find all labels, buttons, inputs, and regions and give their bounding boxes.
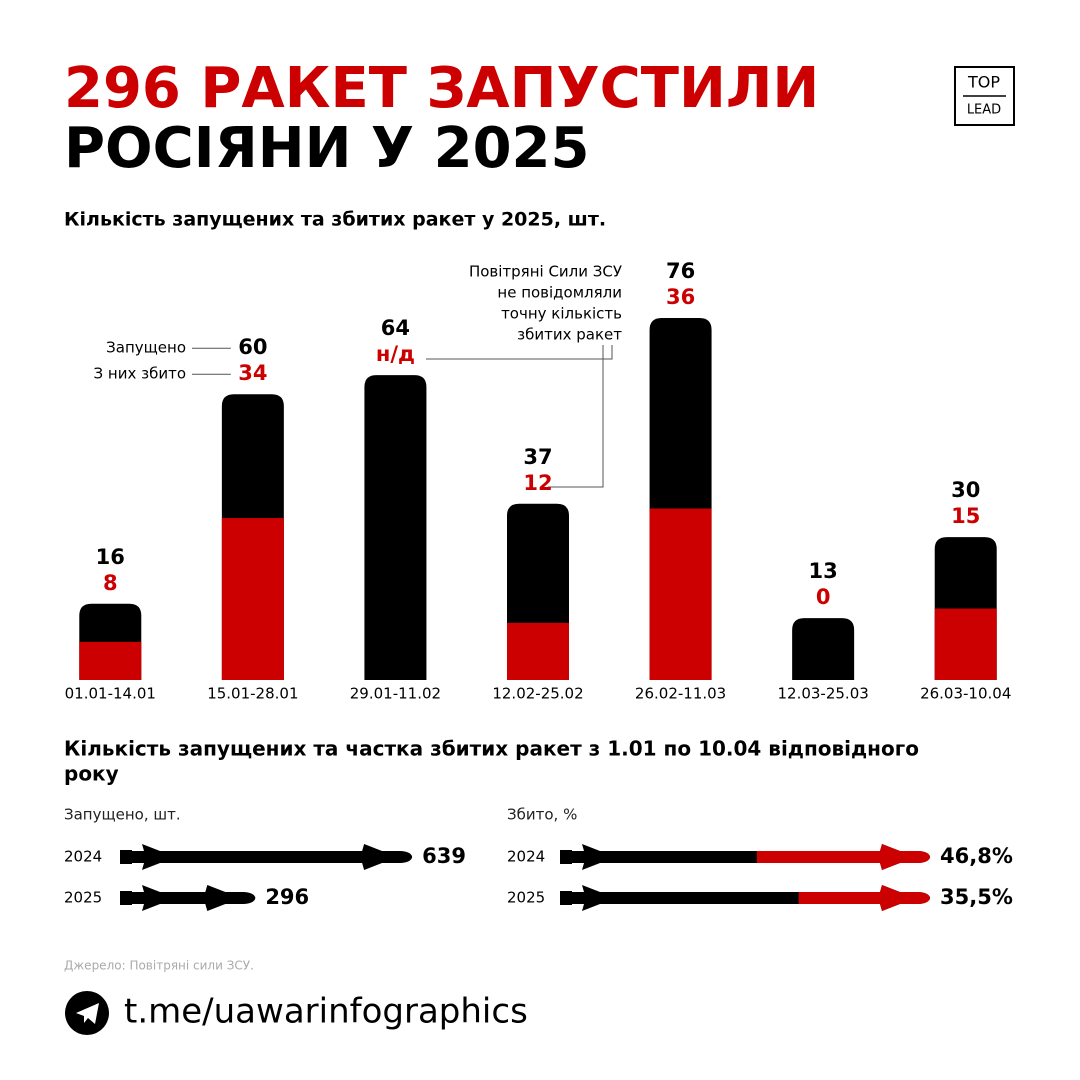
value-label: 60 [238,335,267,359]
row-label: 2025 [64,889,102,907]
title-line: РОСІЯНИ У 2025 [64,116,589,181]
row-label: 2024 [507,848,545,866]
legend-label: З них збито [94,365,186,383]
source: Джерело: Повітряні сили ЗСУ. [64,959,254,973]
x-tick-label: 26.03-10.04 [920,685,1011,703]
value-label: 13 [809,559,838,583]
logo-text: LEAD [967,103,1001,118]
rocket-part [756,844,930,870]
x-tick-label: 12.02-25.02 [492,685,583,703]
chart-title: Кількість запущених та збитих ракет у 20… [64,209,606,231]
rocket [120,844,413,870]
rocket-track [560,885,930,911]
rocket [120,885,256,911]
annotation: не повідомляли [497,284,622,302]
value-label: 76 [666,259,695,283]
value-label: 37 [523,445,552,469]
chart-title: Запущено, шт. [64,806,181,824]
value-label: 35,5% [940,885,1013,909]
bar-shot-down [221,518,284,680]
legend-label: Запущено [106,339,186,357]
value-label: н/д [376,342,415,366]
bar-shot-down [649,508,712,680]
value-label: 64 [381,316,410,340]
row-label: 2024 [64,848,102,866]
row-label: 2025 [507,889,545,907]
value-label: 8 [103,571,118,595]
value-label: 30 [951,478,980,502]
value-label: 16 [96,545,125,569]
annotation: точну кількість [501,305,622,323]
chart-title: Збито, % [507,806,577,824]
value-label: 36 [666,285,695,309]
x-tick-label: 01.01-14.01 [65,685,156,703]
value-label: 34 [238,361,267,385]
section-title: Кількість запущених та частка збитих рак… [64,737,919,761]
bar-shot-down [79,641,142,680]
telegram-plane [76,1003,99,1024]
bar-shot-down [934,608,997,680]
annotation: Повітряні Сили ЗСУ [469,263,622,281]
x-tick-label: 26.02-11.03 [635,685,726,703]
rocket-part [798,885,930,911]
value-label: 46,8% [940,844,1013,868]
title-line: 296 РАКЕТ ЗАПУСТИЛИ [64,56,819,121]
value-label: 0 [816,585,831,609]
leader-line [426,345,613,488]
x-tick-label: 29.01-11.02 [350,685,441,703]
bar-launched [364,375,427,680]
value-label: 639 [422,844,466,868]
bar-shot-down [507,622,569,680]
bar-launched [792,618,855,680]
logo-text: TOP [967,73,1000,92]
value-label: 15 [951,504,980,528]
annotation: збитих ракет [517,326,622,344]
x-tick-label: 15.01-28.01 [207,685,298,703]
value-label: 12 [523,471,552,495]
logo-box [954,66,1015,126]
rocket-track [560,844,930,870]
x-tick-label: 12.03-25.03 [777,685,868,703]
link[interactable]: t.me/uawarinfographics [124,992,528,1032]
value-label: 296 [265,885,309,909]
section-title: року [64,762,119,786]
